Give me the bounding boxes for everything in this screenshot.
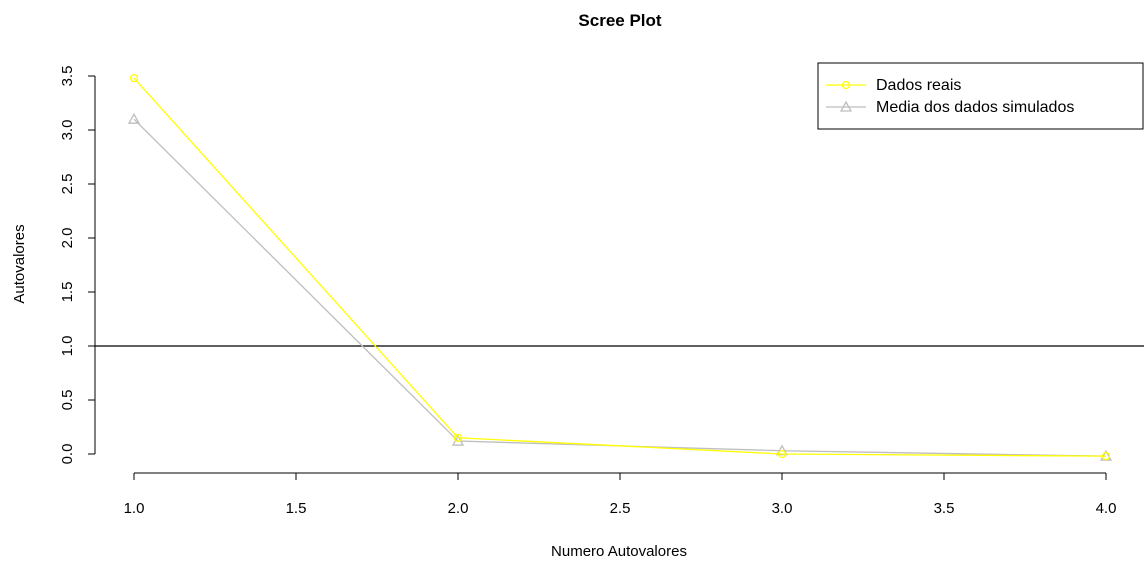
series-line	[133, 77, 1107, 457]
y-tick-label: 3.0	[59, 120, 76, 141]
y-tick-label: 0.5	[59, 390, 76, 411]
x-axis: 1.0 1.5 2.0 2.5 3.0 3.5 4.0	[124, 472, 1117, 517]
series-media-simulados	[127, 112, 1113, 461]
x-tick-label: 2.5	[610, 500, 631, 517]
x-axis-label: Numero Autovalores	[551, 543, 687, 560]
legend-entry: Media dos dados simulados	[876, 99, 1074, 116]
data-point	[775, 444, 789, 456]
y-axis-label: Autovalores	[11, 224, 28, 303]
y-axis: 0.0 0.5 1.0 1.5 2.0 2.5 3.0 3.5	[59, 66, 96, 465]
legend-swatch-marker	[839, 100, 853, 112]
x-tick-label: 3.5	[934, 500, 955, 517]
series-line	[133, 118, 1107, 457]
x-tick-label: 2.0	[448, 500, 469, 517]
x-tick-label: 3.0	[772, 500, 793, 517]
legend-entry: Dados reais	[876, 77, 961, 94]
x-tick-label: 1.0	[124, 500, 145, 517]
x-tick-label: 1.5	[286, 500, 307, 517]
y-tick-label: 2.5	[59, 174, 76, 195]
data-point	[453, 433, 463, 442]
legend-swatch-marker	[841, 80, 851, 90]
y-tick-label: 1.5	[59, 282, 76, 303]
y-tick-label: 0.0	[59, 444, 76, 465]
y-tick-label: 1.0	[59, 336, 76, 357]
data-point	[1101, 452, 1111, 461]
legend-box	[817, 62, 1144, 130]
y-tick-label: 3.5	[59, 66, 76, 87]
chart-title: Scree Plot	[578, 11, 661, 30]
x-tick-label: 4.0	[1096, 500, 1117, 517]
y-tick-label: 2.0	[59, 228, 76, 249]
data-point	[777, 449, 787, 459]
series-dados-reais	[129, 74, 1111, 461]
data-point	[129, 74, 139, 83]
plot-area	[95, 74, 1144, 461]
data-point	[127, 112, 141, 124]
legend: Dados reais Media dos dados simulados	[817, 62, 1144, 130]
